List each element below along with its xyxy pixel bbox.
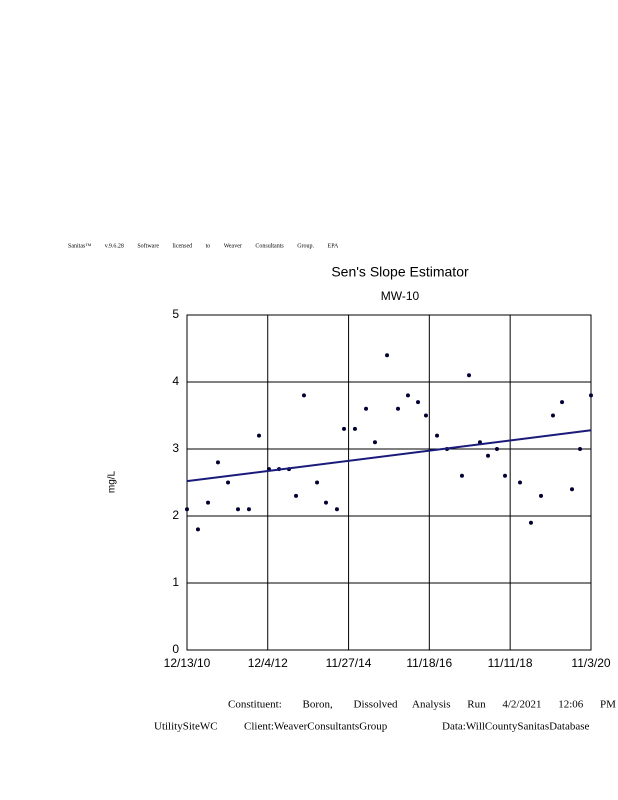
data-point <box>372 440 377 445</box>
x-tick-label: 12/13/10 <box>164 656 211 670</box>
chart-title: Sen's Slope Estimator <box>331 264 469 280</box>
database: Data:WillCountySanitasDatabase <box>442 721 590 733</box>
data-point <box>589 393 593 398</box>
client: Client:WeaverConsultantsGroup <box>244 721 388 733</box>
data-point <box>206 500 211 505</box>
data-point <box>226 480 231 485</box>
data-point <box>550 413 555 418</box>
data-point <box>578 447 583 451</box>
data-point <box>528 520 533 525</box>
data-point <box>517 480 522 485</box>
x-tick-label: 11/3/20 <box>571 656 610 670</box>
y-tick-label: 2 <box>172 508 179 522</box>
data-point <box>215 460 220 465</box>
y-tick-label: 4 <box>172 374 179 388</box>
y-tick-label: 0 <box>172 642 179 656</box>
data-point <box>539 493 544 498</box>
data-point <box>405 393 410 398</box>
data-point <box>459 473 464 478</box>
constituent: Constituent: Boron, Dissolved <box>228 699 398 711</box>
trend-line <box>186 429 592 483</box>
data-point <box>385 353 390 358</box>
data-point <box>423 413 428 418</box>
data-point <box>416 400 421 405</box>
data-point <box>494 447 499 451</box>
data-point <box>364 406 369 411</box>
data-point <box>435 433 440 438</box>
y-axis-label: mg/L <box>107 470 118 493</box>
data-point <box>569 487 574 492</box>
data-point <box>315 480 320 485</box>
site: UtilitySiteWC <box>154 721 218 733</box>
plot-frame <box>186 314 592 651</box>
chart-subtitle: MW-10 <box>381 289 420 303</box>
x-tick-label: 11/18/16 <box>406 656 452 670</box>
data-point <box>341 426 346 431</box>
x-tick-label: 11/27/14 <box>326 656 372 670</box>
data-point <box>560 400 565 405</box>
analysis-run: Analysis Run 4/2/2021 12:06 PM <box>412 699 616 711</box>
data-point <box>352 426 357 431</box>
x-tick-label: 11/11/18 <box>488 656 533 670</box>
data-point <box>235 507 240 512</box>
data-point <box>294 493 299 498</box>
data-point <box>257 433 262 438</box>
license-text: Sanitas™ v.9.6.28 Software licensed to W… <box>68 242 339 249</box>
data-point <box>195 527 200 532</box>
x-tick-label: 12/4/12 <box>248 656 288 670</box>
data-point <box>301 393 306 398</box>
data-point <box>486 453 491 458</box>
data-point <box>246 507 251 512</box>
y-tick-label: 3 <box>172 441 179 455</box>
y-tick-label: 1 <box>172 575 179 589</box>
data-point <box>396 406 401 411</box>
data-point <box>185 507 189 512</box>
data-point <box>334 507 339 512</box>
data-point <box>467 373 472 378</box>
data-point <box>323 500 328 505</box>
data-point <box>503 473 508 478</box>
y-tick-label: 5 <box>172 307 179 321</box>
